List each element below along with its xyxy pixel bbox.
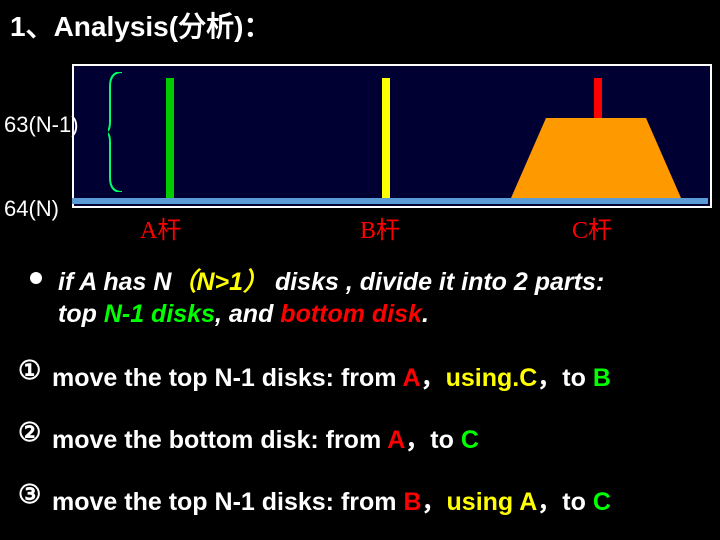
text-segment: move the top N-1 disks: from — [52, 488, 403, 516]
bullet-dot-icon — [30, 272, 42, 284]
peg-label-c: C杆 — [572, 210, 612, 245]
brace-icon — [108, 72, 128, 192]
disk-stack-trapezoid — [511, 118, 681, 198]
text-segment: to — [430, 426, 461, 454]
text-segment: ， — [405, 426, 430, 454]
text-segment: B — [593, 364, 611, 392]
text-segment: bottom disk — [280, 300, 422, 328]
text-segment: B — [403, 488, 421, 516]
text-segment: top — [58, 300, 104, 328]
step-circled-number: ② — [18, 417, 41, 448]
text-segment: A — [403, 364, 421, 392]
text-segment: if A has N — [58, 268, 171, 296]
peg-a — [166, 78, 174, 198]
side-label-n: 64(N) — [4, 196, 59, 222]
step-line: move the top N-1 disks: from B，using A，t… — [52, 482, 708, 518]
step-line: move the bottom disk: from A，to C — [52, 420, 708, 456]
text-segment: A — [387, 426, 405, 454]
text-segment: , and — [215, 300, 280, 328]
peg-label-a: A杆 — [140, 210, 181, 245]
text-segment: C — [593, 488, 611, 516]
bullet-line-1: if A has N（N>1） disks , divide it into 2… — [58, 262, 708, 298]
text-segment: （N>1） — [171, 268, 268, 296]
text-segment: ， — [537, 488, 562, 516]
text-segment: move the bottom disk: from — [52, 426, 387, 454]
slide-root: 1、Analysis(分析)： 63(N-1) 64(N) A杆 B杆 C杆 i… — [0, 0, 720, 540]
text-segment: C — [461, 426, 479, 454]
text-segment: move the top N-1 disks: from — [52, 364, 403, 392]
peg-b — [382, 78, 390, 198]
text-segment: using A — [447, 488, 538, 516]
text-segment: ， — [422, 488, 447, 516]
text-segment: ， — [421, 364, 446, 392]
step-circled-number: ① — [18, 355, 41, 386]
baseline — [72, 198, 708, 204]
text-segment: N-1 disks — [104, 300, 215, 328]
peg-label-b: B杆 — [360, 210, 400, 245]
slide-heading: 1、Analysis(分析)： — [10, 5, 271, 45]
text-segment: using.C — [446, 364, 538, 392]
text-segment: ， — [537, 364, 562, 392]
step-circled-number: ③ — [18, 479, 41, 510]
text-segment: disks , divide it into 2 parts: — [268, 268, 604, 296]
text-segment: to — [562, 488, 593, 516]
step-line: move the top N-1 disks: from A，using.C，t… — [52, 358, 708, 394]
text-segment: to — [562, 364, 593, 392]
bullet-line-2: top N-1 disks, and bottom disk. — [58, 300, 708, 329]
side-label-n-minus-1: 63(N-1) — [4, 112, 79, 138]
text-segment: . — [422, 300, 429, 328]
